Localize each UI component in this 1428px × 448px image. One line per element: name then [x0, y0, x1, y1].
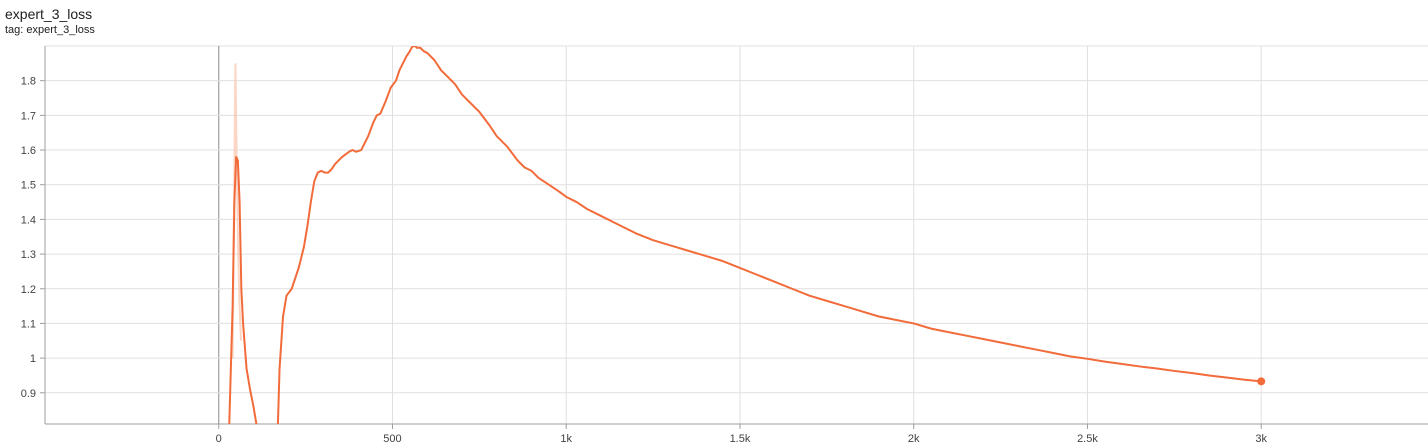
y-tick-label: 1.3	[21, 249, 36, 261]
y-tick-label: 1.1	[21, 318, 36, 330]
y-tick-label: 1.2	[21, 284, 36, 296]
y-tick-label: 1.4	[21, 214, 36, 226]
x-tick-label: 2.5k	[1077, 433, 1098, 445]
series-line	[228, 155, 258, 424]
x-tick-label: 3k	[1255, 433, 1267, 445]
chart-tag: tag: expert_3_loss	[5, 24, 95, 36]
y-tick-label: 1	[30, 353, 36, 365]
last-point-marker	[1257, 377, 1266, 386]
x-tick-label: 0	[216, 433, 222, 445]
y-tick-label: 1.7	[21, 110, 36, 122]
y-tick-label: 0.9	[21, 388, 36, 400]
y-tick-label: 1.5	[21, 180, 36, 192]
x-tick-label: 2k	[908, 433, 920, 445]
x-tick-label: 1k	[560, 433, 572, 445]
x-tick-label: 1.5k	[730, 433, 751, 445]
x-tick-label: 500	[383, 433, 401, 445]
chart-title: expert_3_loss	[5, 6, 93, 22]
y-tick-label: 1.8	[21, 76, 36, 88]
y-tick-label: 1.6	[21, 145, 36, 157]
series-line	[276, 46, 1263, 424]
